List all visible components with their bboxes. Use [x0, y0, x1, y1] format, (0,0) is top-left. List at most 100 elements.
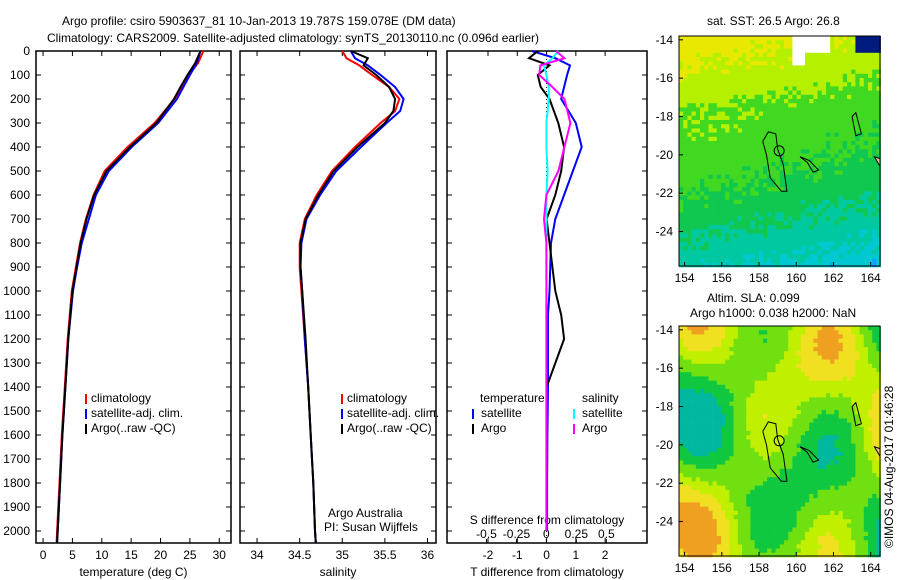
map-cell	[708, 115, 713, 121]
map-cell	[838, 410, 844, 415]
map-cell	[838, 115, 844, 121]
map-cell	[784, 389, 789, 394]
map-cell	[800, 103, 806, 108]
map-cell	[771, 464, 776, 470]
map-cell	[733, 40, 739, 45]
map-cell	[687, 220, 692, 226]
map-cell	[809, 216, 814, 222]
map-cell	[708, 136, 713, 142]
map-cell	[788, 380, 793, 386]
map-cell	[830, 359, 835, 365]
map-cell	[771, 174, 776, 180]
map-cell	[775, 141, 781, 146]
map-cell	[737, 107, 743, 112]
map-cell	[851, 456, 856, 461]
map-cell	[750, 48, 755, 54]
map-cell	[767, 187, 772, 192]
map-cell	[813, 330, 818, 335]
map-cell	[695, 44, 701, 49]
map-cell	[695, 372, 701, 377]
map-cell	[725, 233, 730, 238]
map-cell	[775, 464, 781, 470]
map-cell	[750, 384, 755, 390]
map-cell	[771, 208, 776, 213]
map-cell	[779, 78, 785, 83]
map-cell	[729, 338, 734, 344]
map-cell	[855, 111, 860, 117]
map-cell	[708, 363, 713, 369]
map-cell	[859, 380, 865, 386]
map-cell	[784, 99, 789, 104]
map-cell	[750, 363, 755, 369]
map-cell	[826, 157, 831, 163]
map-cell	[855, 330, 860, 335]
map-cell	[859, 82, 865, 87]
map-cell	[771, 183, 776, 188]
map-cell	[737, 170, 743, 175]
map-cell	[695, 334, 701, 339]
map-cell	[725, 241, 730, 247]
map-cell	[679, 389, 684, 394]
map-cell	[746, 69, 751, 75]
map-cell	[742, 220, 747, 226]
map-cell	[868, 431, 873, 436]
map-cell	[809, 65, 814, 70]
map-cell	[687, 191, 692, 196]
map-cell	[725, 153, 730, 159]
map-cell	[792, 372, 797, 377]
map-cell	[716, 334, 722, 339]
map-cell	[687, 120, 692, 125]
map-cell	[691, 401, 697, 407]
map-cell	[788, 460, 793, 465]
map-cell	[695, 149, 701, 154]
map-cell	[792, 246, 797, 251]
map-cell	[708, 410, 713, 415]
map-cell	[800, 86, 806, 91]
map-cell	[742, 195, 747, 201]
map-cell	[872, 111, 877, 117]
map-cell	[679, 199, 684, 205]
map-cell	[725, 431, 730, 436]
map-cell	[851, 136, 856, 142]
map-cell	[800, 237, 806, 243]
map-cell	[712, 258, 718, 264]
map-cell	[800, 99, 806, 104]
map-cell	[851, 426, 856, 432]
map-cell	[742, 262, 747, 268]
map-cell	[729, 99, 734, 104]
map-cell	[834, 380, 839, 386]
map-cell	[750, 69, 755, 75]
map-cell	[851, 393, 856, 398]
map-cell	[683, 170, 688, 175]
map-cell	[712, 174, 718, 180]
map-cell	[868, 237, 873, 243]
map-cell	[700, 347, 705, 352]
map-cell	[704, 191, 709, 196]
map-cell	[700, 204, 705, 209]
map-cell	[708, 82, 713, 87]
map-cell	[792, 426, 797, 432]
map-cell	[758, 174, 764, 180]
map-cell	[796, 254, 802, 259]
map-cell	[826, 229, 831, 234]
map-cell	[691, 477, 697, 482]
map-cell	[763, 435, 768, 440]
map-cell	[746, 334, 751, 339]
map-cell	[700, 40, 705, 45]
map-cell	[826, 468, 831, 474]
map-cell	[813, 338, 818, 344]
map-cell	[687, 149, 692, 154]
map-cell	[779, 414, 785, 419]
map-cell	[800, 342, 806, 348]
map-cell	[763, 153, 768, 159]
map-cell	[868, 90, 873, 96]
map-cell	[826, 418, 831, 423]
map-cell	[700, 136, 705, 142]
map-cell	[809, 225, 814, 230]
map-cell	[683, 393, 688, 398]
map-cell	[796, 473, 802, 478]
map-cell	[792, 494, 797, 499]
map-cell	[868, 136, 873, 142]
map-cell	[758, 363, 764, 369]
map-cell	[746, 456, 751, 461]
